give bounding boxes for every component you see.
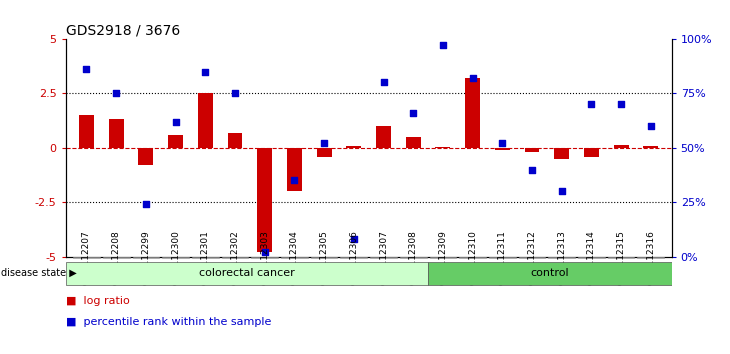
Text: colorectal cancer: colorectal cancer (199, 268, 295, 279)
FancyBboxPatch shape (459, 257, 486, 258)
Bar (643, 145, 658, 148)
Point (348, 236, 360, 242)
Point (615, 101, 627, 107)
Bar (139, 148, 153, 165)
FancyBboxPatch shape (73, 257, 100, 258)
Text: GSM112307: GSM112307 (379, 230, 388, 285)
Text: GSM112312: GSM112312 (528, 230, 537, 285)
FancyBboxPatch shape (400, 257, 426, 258)
Text: GSM112208: GSM112208 (112, 230, 120, 285)
FancyBboxPatch shape (103, 257, 129, 258)
Text: GSM112316: GSM112316 (646, 230, 656, 285)
Point (229, 91, 241, 96)
Bar (228, 132, 242, 148)
Point (259, 250, 271, 255)
Bar (584, 148, 599, 156)
Point (526, 167, 538, 172)
Bar (376, 126, 391, 148)
Bar (66, 262, 428, 285)
FancyBboxPatch shape (251, 257, 278, 258)
Text: GSM112306: GSM112306 (349, 230, 358, 285)
Point (585, 101, 597, 107)
Text: disease state ▶: disease state ▶ (1, 268, 77, 278)
FancyBboxPatch shape (133, 257, 159, 258)
Bar (525, 148, 539, 152)
Point (496, 141, 508, 146)
Text: GSM112308: GSM112308 (409, 230, 418, 285)
Point (407, 110, 419, 116)
FancyBboxPatch shape (311, 257, 337, 258)
FancyBboxPatch shape (192, 257, 219, 258)
Point (140, 201, 152, 207)
Text: GSM112310: GSM112310 (468, 230, 477, 285)
Text: GSM112302: GSM112302 (231, 230, 239, 285)
Point (377, 80, 389, 85)
Text: GSM112304: GSM112304 (290, 230, 299, 285)
Text: GSM112207: GSM112207 (82, 230, 91, 285)
Point (110, 91, 122, 96)
Bar (168, 135, 183, 148)
Text: GSM112305: GSM112305 (320, 230, 328, 285)
Text: GSM112314: GSM112314 (587, 230, 596, 285)
FancyBboxPatch shape (429, 257, 456, 258)
Bar (79, 115, 94, 148)
Bar (436, 147, 450, 148)
Text: GSM112300: GSM112300 (171, 230, 180, 285)
Point (318, 141, 330, 146)
Point (437, 42, 449, 48)
Bar (406, 137, 420, 148)
Bar (495, 148, 510, 150)
FancyBboxPatch shape (608, 257, 634, 258)
FancyBboxPatch shape (222, 257, 248, 258)
Bar (465, 78, 480, 148)
FancyBboxPatch shape (578, 257, 604, 258)
Point (556, 188, 567, 194)
Bar (346, 145, 361, 148)
Point (288, 178, 300, 183)
Bar (109, 120, 123, 148)
Bar (257, 148, 272, 252)
Point (170, 119, 182, 125)
Text: ■  percentile rank within the sample: ■ percentile rank within the sample (66, 317, 271, 327)
FancyBboxPatch shape (548, 257, 575, 258)
FancyBboxPatch shape (370, 257, 397, 258)
FancyBboxPatch shape (281, 257, 308, 258)
Text: GSM112315: GSM112315 (617, 230, 626, 285)
Text: GDS2918 / 3676: GDS2918 / 3676 (66, 24, 180, 38)
Text: GSM112301: GSM112301 (201, 230, 210, 285)
Text: GSM112313: GSM112313 (557, 230, 566, 285)
Text: ■  log ratio: ■ log ratio (66, 296, 129, 306)
FancyBboxPatch shape (162, 257, 189, 258)
Text: GSM112311: GSM112311 (498, 230, 507, 285)
FancyBboxPatch shape (340, 257, 367, 258)
Text: GSM112303: GSM112303 (260, 230, 269, 285)
Point (199, 69, 211, 74)
FancyBboxPatch shape (489, 257, 515, 258)
Bar (554, 148, 569, 159)
Point (466, 75, 478, 81)
Bar (317, 148, 331, 156)
Bar (428, 262, 672, 285)
Point (645, 123, 657, 129)
FancyBboxPatch shape (637, 257, 664, 258)
Text: GSM112299: GSM112299 (142, 230, 150, 285)
FancyBboxPatch shape (518, 257, 545, 258)
Text: control: control (531, 268, 569, 279)
Bar (287, 148, 301, 191)
Text: GSM112309: GSM112309 (439, 230, 447, 285)
Point (80, 67, 92, 72)
Bar (198, 93, 212, 148)
Bar (614, 144, 629, 148)
